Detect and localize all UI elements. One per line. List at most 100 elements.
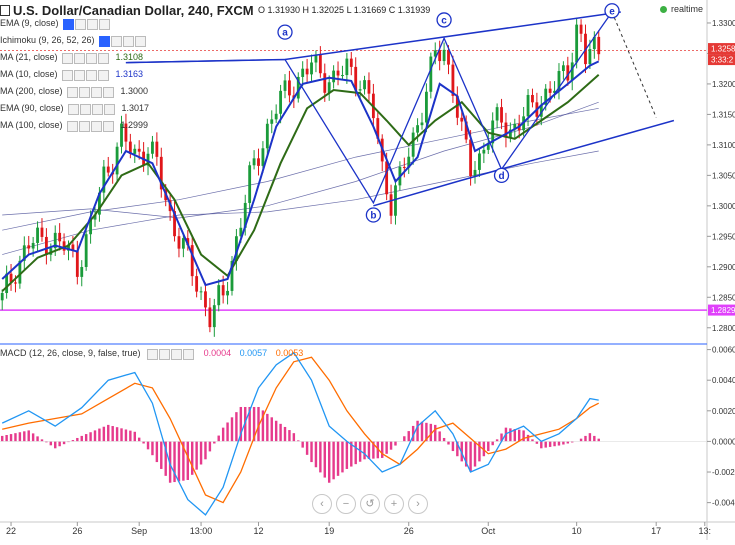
- candle-body: [451, 64, 455, 96]
- symbol-icon[interactable]: [0, 5, 10, 16]
- wave-label-e: e: [604, 3, 620, 19]
- more-icon[interactable]: [91, 103, 103, 115]
- legend-label[interactable]: Ichimoku (9, 26, 52, 26): [0, 35, 95, 45]
- price-tag-bg: [708, 304, 735, 316]
- legend-buttons[interactable]: [67, 102, 116, 116]
- legend-buttons[interactable]: [61, 51, 110, 65]
- eye-icon[interactable]: [61, 52, 73, 64]
- candle-body: [354, 66, 358, 91]
- close-icon[interactable]: [98, 18, 110, 30]
- candle-body: [473, 169, 477, 177]
- macd-tick-label: 0.0040: [712, 376, 735, 385]
- zoom-in-button[interactable]: +: [384, 494, 404, 514]
- chart-navigation: ‹ − ↺ + ›: [312, 494, 432, 514]
- candle-body: [53, 232, 57, 249]
- ma21-line: [1, 74, 600, 292]
- legend-label[interactable]: EMA (90, close): [0, 103, 64, 113]
- macd-legend-label[interactable]: MACD (12, 26, close, 9, false, true): [0, 348, 141, 358]
- legend-row: EMA (9, close): [0, 16, 111, 30]
- settings-icon[interactable]: [74, 18, 86, 30]
- slow-ma-line: [2, 107, 599, 231]
- candle-body: [31, 242, 35, 249]
- close-icon[interactable]: [134, 35, 146, 47]
- candle-body: [464, 121, 468, 140]
- eye-icon[interactable]: [61, 69, 73, 81]
- scroll-right-button[interactable]: ›: [408, 494, 428, 514]
- eye-icon[interactable]: [66, 86, 78, 98]
- legend-label[interactable]: MA (10, close): [0, 69, 58, 79]
- candle-body: [327, 82, 331, 93]
- macd-tick-label: 0.0020: [712, 407, 735, 416]
- macd-line-value: 0.0057: [239, 348, 268, 358]
- candle-body: [526, 94, 530, 117]
- ohlc-values: O 1.31930 H 1.32025 L 1.31669 C 1.31939: [258, 5, 430, 15]
- price-tag-label: 3:33:2: [711, 56, 734, 65]
- settings-icon[interactable]: [78, 86, 90, 98]
- more-icon[interactable]: [90, 86, 102, 98]
- more-icon[interactable]: [90, 120, 102, 132]
- close-icon[interactable]: [183, 348, 195, 360]
- eye-icon[interactable]: [98, 35, 110, 47]
- candle-body: [491, 120, 495, 144]
- legend-buttons[interactable]: [66, 119, 115, 133]
- wave-label-d: d: [493, 167, 510, 184]
- legend-label[interactable]: MA (100, close): [0, 120, 63, 130]
- candle-body: [151, 141, 154, 154]
- candle-body: [539, 104, 543, 117]
- scroll-left-button[interactable]: ‹: [312, 494, 332, 514]
- more-icon[interactable]: [122, 35, 134, 47]
- legend-value: 1.2999: [120, 120, 149, 130]
- close-icon[interactable]: [97, 52, 109, 64]
- settings-icon[interactable]: [110, 35, 122, 47]
- realtime-dot-icon: [659, 6, 667, 14]
- wave-label-text: d: [498, 171, 504, 182]
- symbol-title[interactable]: U.S. Dollar/Canadian Dollar, 240, FXCM: [13, 3, 254, 18]
- zoom-out-button[interactable]: −: [336, 494, 356, 514]
- eye-icon[interactable]: [147, 348, 159, 360]
- settings-icon[interactable]: [73, 52, 85, 64]
- settings-icon[interactable]: [79, 103, 91, 115]
- candle-body: [217, 285, 221, 306]
- candle-body: [478, 153, 481, 170]
- eye-icon[interactable]: [62, 18, 74, 30]
- reset-button[interactable]: ↺: [360, 494, 380, 514]
- settings-icon[interactable]: [73, 69, 85, 81]
- eye-icon[interactable]: [66, 120, 78, 132]
- price-tag-bg: [708, 54, 735, 66]
- candle-body: [336, 70, 340, 76]
- macd-main-line: [1, 351, 599, 516]
- legend-buttons[interactable]: [66, 85, 115, 99]
- candle-body: [190, 245, 194, 277]
- more-icon[interactable]: [85, 52, 97, 64]
- settings-icon[interactable]: [78, 120, 90, 132]
- more-icon[interactable]: [86, 18, 98, 30]
- wave-label-text: a: [282, 28, 288, 39]
- more-icon[interactable]: [85, 69, 97, 81]
- candle-body: [385, 161, 389, 195]
- legend-row: Ichimoku (9, 26, 52, 26): [0, 33, 147, 47]
- legend-label[interactable]: EMA (9, close): [0, 18, 59, 28]
- legend-buttons[interactable]: [62, 17, 111, 31]
- close-icon[interactable]: [97, 69, 109, 81]
- candle-body: [261, 148, 265, 166]
- legend-buttons[interactable]: [61, 68, 110, 82]
- macd-legend-buttons[interactable]: [147, 347, 195, 361]
- close-icon[interactable]: [103, 103, 115, 115]
- candle-body: [137, 148, 141, 152]
- close-icon[interactable]: [102, 86, 114, 98]
- eye-icon[interactable]: [67, 103, 79, 115]
- close-icon[interactable]: [102, 120, 114, 132]
- candle-body: [36, 227, 39, 243]
- legend-value: 1.3108: [115, 52, 144, 62]
- more-icon[interactable]: [171, 348, 183, 360]
- legend-row: MA (10, close) 1.3163: [0, 67, 143, 81]
- candle-body: [226, 290, 229, 296]
- legend-label[interactable]: MA (200, close): [0, 86, 63, 96]
- legend-row: MA (21, close) 1.3108: [0, 50, 143, 64]
- settings-icon[interactable]: [159, 348, 171, 360]
- legend-label[interactable]: MA (21, close): [0, 52, 58, 62]
- legend-buttons[interactable]: [98, 34, 147, 48]
- macd-tick-label: -0.0040: [712, 499, 735, 508]
